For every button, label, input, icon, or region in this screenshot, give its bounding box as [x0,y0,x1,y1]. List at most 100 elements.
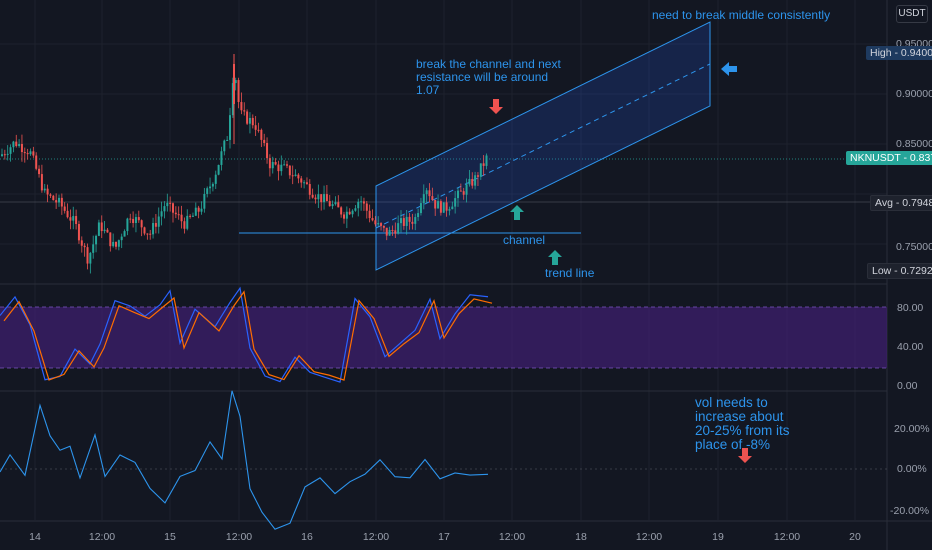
candle-body [126,218,129,232]
candle-body [132,218,135,223]
candle-body [6,153,9,155]
candle-body [32,151,35,156]
price-tick-075: 0.75000 [896,241,932,253]
candle-body [174,212,177,215]
candle-body [106,229,109,233]
candle-body [246,111,249,124]
candle-body [283,164,286,166]
candle-body [343,214,345,219]
candle-body [271,161,274,169]
stoch-k-line [0,286,489,383]
time-tick: 19 [712,531,724,543]
candle-body [217,164,220,175]
candle-body [474,175,477,186]
candle-body [43,188,46,191]
arrow-up-icon [548,250,562,265]
candle-body [86,247,89,264]
candle-body [200,208,203,212]
candle-body [194,207,197,216]
candle-body [354,208,357,211]
candle-body [340,207,343,215]
time-tick: 16 [301,531,313,543]
candle-body [300,178,303,183]
candle-body [89,252,92,264]
candle-body [180,214,183,222]
candle-body [92,244,95,253]
candle-body [471,178,474,186]
candle-body [166,202,169,207]
candle-body [183,221,186,229]
candle-body [351,210,354,215]
candle-body [237,80,240,103]
annotation-trend-line: trend line [545,266,595,280]
candle-body [454,198,457,207]
candle-body [365,203,368,211]
currency-button[interactable]: USDT [896,5,928,23]
candle-body [260,129,263,140]
annotation-vol: vol needs to increase about 20-25% from … [695,395,790,452]
candle-body [434,199,437,209]
candle-body [303,182,306,184]
candle-body [362,201,365,204]
candle-body [223,140,226,152]
candle-body [431,196,434,200]
candle-body [314,197,317,200]
candle-body [439,201,442,213]
candle-body [428,190,431,197]
candle-body [46,188,49,195]
candle-body [263,139,266,143]
candle-body [328,201,331,207]
candle-body [451,206,454,210]
candle-body [154,223,157,227]
candle-body [368,210,371,219]
candle-body [189,215,192,217]
candle-body [209,186,212,189]
candle-body [360,201,363,203]
candle-body [382,225,385,228]
candle-body [408,216,411,222]
annotation-channel: channel [503,233,546,247]
candle-body [479,163,482,177]
time-tick: 20 [849,531,861,543]
candle-body [226,139,229,141]
candle-body [266,142,269,159]
candle-body [120,236,123,241]
arrow-left-icon [721,62,737,76]
time-tick: 14 [29,531,41,543]
price-tick-085: 0.85000 [896,138,932,150]
candle-body [103,229,106,232]
candle-body [419,203,422,214]
candle-body [186,215,189,229]
candle-body [442,202,445,213]
candle-body [437,201,440,209]
candle-body [55,200,58,203]
candle-body [291,175,294,177]
candle-body [422,194,425,204]
candle-body [214,174,217,184]
candle-body [371,218,374,221]
candle-body [482,163,485,166]
candle-body [323,194,326,203]
candle-body [80,240,83,246]
candle-body [15,141,18,147]
stoch-tick-0: 0.00 [897,380,918,392]
annotation-resistance: break the channel and next resistance wi… [416,57,561,97]
time-tick: 12:00 [362,531,390,543]
candle-body [143,227,146,234]
candle-body [134,217,137,223]
time-tick: 12:00 [225,531,253,543]
candle-body [1,154,3,156]
candle-body [374,220,377,225]
candle-body [280,164,283,172]
candle-body [60,197,63,207]
candle-body [411,221,414,224]
candle-body [72,216,75,221]
arrow-up-icon [510,205,524,220]
candle-body [220,151,223,165]
candle-body [294,174,297,176]
candle-body [29,151,32,155]
symbol-price-badge: NKNUSDT - 0.83736 [846,151,932,165]
vol-tick-20: 20.00% [894,423,930,435]
